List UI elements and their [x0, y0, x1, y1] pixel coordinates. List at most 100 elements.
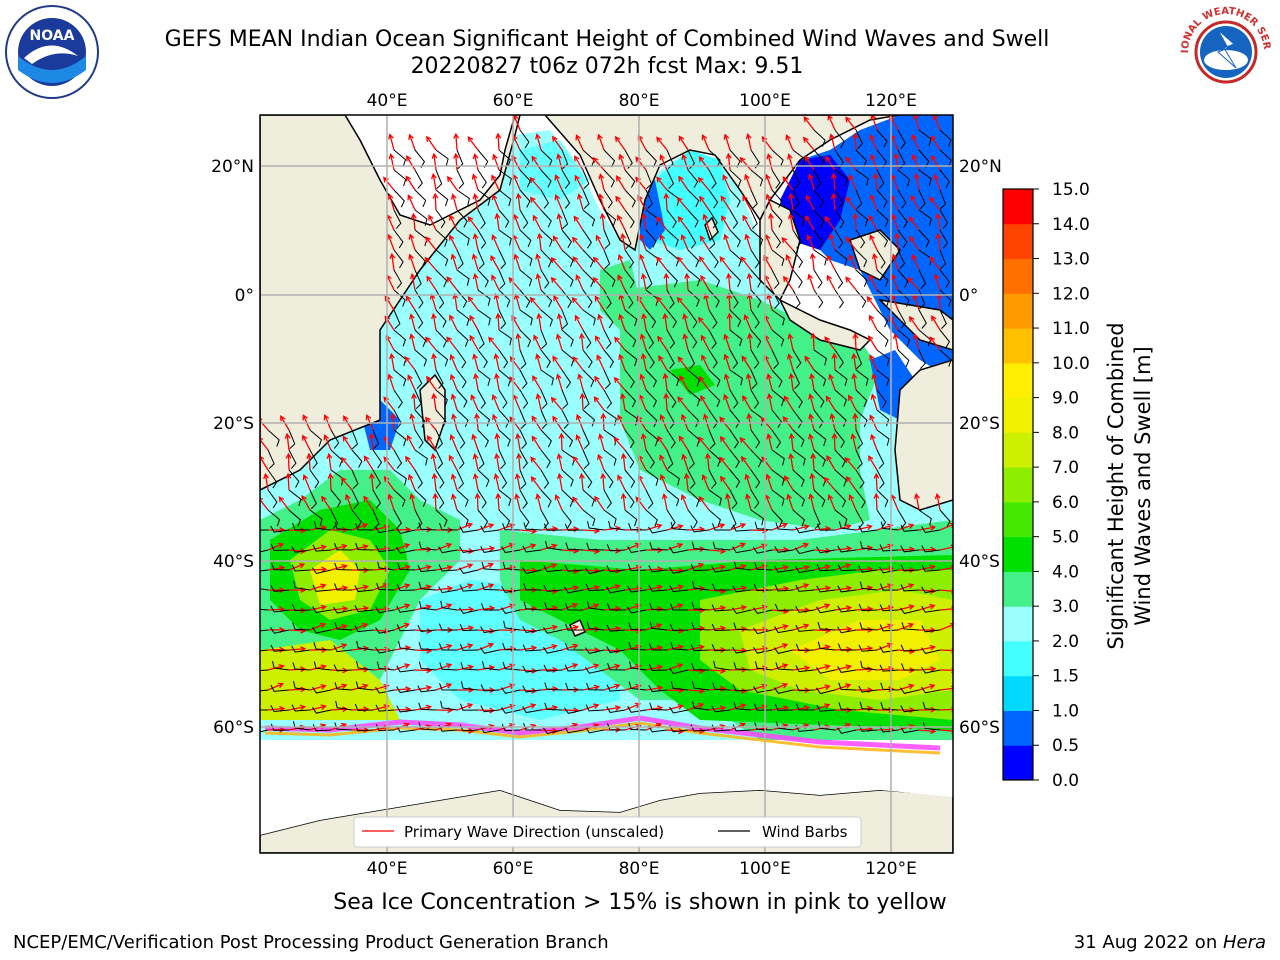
wave-arrow-head	[888, 686, 895, 693]
wave-direction-arrow	[341, 457, 353, 471]
wave-direction-arrow	[876, 624, 893, 631]
wave-direction-arrow	[414, 649, 432, 652]
wave-direction-arrow	[467, 216, 479, 231]
wind-barb	[879, 566, 899, 574]
wave-direction-arrow	[515, 294, 521, 311]
wind-barb	[813, 289, 824, 309]
wave-arrow-head	[871, 252, 878, 260]
wind-barb	[939, 229, 949, 249]
wave-arrow-head	[742, 194, 748, 202]
wind-barb	[603, 149, 616, 168]
wind-barb	[502, 661, 521, 671]
wave-direction-arrow	[341, 477, 353, 491]
wave-direction-arrow	[698, 437, 710, 451]
wind-barb	[838, 521, 857, 531]
wave-direction-arrow	[813, 629, 831, 632]
wind-barb	[939, 189, 947, 210]
wave-direction-arrow	[540, 729, 558, 732]
wave-arrow-head	[614, 584, 621, 590]
wind-barb	[267, 449, 275, 470]
wind-barb	[582, 169, 590, 190]
wave-arrow-head	[383, 524, 390, 531]
wave-arrow-head	[740, 703, 747, 710]
wave-arrow-head	[405, 686, 412, 693]
wave-arrow-head	[320, 604, 327, 611]
wave-arrow-head	[723, 233, 729, 240]
wave-direction-arrow	[761, 136, 773, 151]
wind-barb	[582, 309, 596, 326]
wave-arrow-head	[744, 233, 751, 240]
wind-barb	[648, 526, 668, 534]
wave-arrow-head	[936, 292, 943, 299]
wave-direction-arrow	[391, 254, 395, 271]
wind-barb	[501, 546, 521, 554]
wave-arrow-head	[384, 566, 391, 572]
wind-barb	[897, 129, 906, 149]
lon-tick-bottom-label: 80°E	[619, 859, 660, 879]
wave-direction-arrow	[329, 473, 332, 491]
wave-arrow-head	[620, 492, 627, 499]
wave-arrow-head	[285, 452, 292, 459]
wave-direction-arrow	[603, 585, 620, 591]
wind-barb	[456, 369, 467, 389]
wave-arrow-head	[556, 312, 563, 320]
wind-barb	[456, 309, 470, 327]
wave-direction-arrow	[765, 234, 773, 251]
wave-arrow-head	[677, 584, 684, 591]
wave-arrow-head	[593, 703, 600, 710]
wave-direction-arrow	[538, 234, 542, 251]
wind-barb	[837, 626, 857, 634]
wind-barb	[837, 727, 857, 734]
wave-direction-arrow	[552, 136, 563, 151]
wave-direction-arrow	[909, 316, 920, 331]
wind-barb	[771, 229, 782, 249]
wave-direction-arrow	[530, 476, 542, 491]
wave-direction-arrow	[876, 643, 893, 651]
wave-arrow-head	[699, 195, 705, 202]
wave-arrow-head	[387, 233, 393, 241]
wind-barb	[309, 509, 323, 526]
wind-barb	[603, 469, 614, 489]
wave-arrow-head	[765, 173, 771, 181]
wave-direction-arrow	[855, 546, 872, 551]
wind-barb	[792, 149, 806, 166]
wave-arrow-head	[384, 315, 391, 322]
wind-barb	[708, 369, 721, 388]
wave-arrow-head	[656, 645, 664, 652]
wave-direction-arrow	[728, 313, 731, 331]
wind-barb	[414, 509, 423, 529]
wave-direction-arrow	[309, 623, 326, 631]
wave-arrow-head	[765, 473, 772, 480]
wave-direction-arrow	[551, 277, 563, 291]
wave-arrow-head	[616, 175, 622, 182]
wind-barb	[414, 249, 426, 268]
wind-barb	[649, 702, 668, 711]
wave-arrow-head	[929, 524, 937, 531]
wave-direction-arrow	[939, 729, 953, 732]
wind-barb	[627, 563, 647, 572]
wind-barb	[834, 289, 844, 309]
wave-arrow-head	[639, 333, 646, 340]
wind-barb	[396, 527, 416, 535]
wind-barb	[708, 149, 721, 167]
wave-direction-arrow	[449, 235, 458, 251]
wind-barb	[603, 229, 611, 250]
wave-direction-arrow	[351, 623, 368, 631]
wave-arrow-head	[469, 334, 475, 341]
wave-direction-arrow	[868, 455, 878, 471]
wind-barb	[753, 686, 773, 694]
wave-direction-arrow	[854, 133, 857, 151]
wind-barb	[918, 349, 926, 370]
wave-direction-arrow	[561, 586, 578, 591]
wave-direction-arrow	[871, 394, 878, 411]
wave-direction-arrow	[413, 394, 416, 411]
wave-arrow-head	[805, 194, 812, 201]
wind-barb	[817, 622, 836, 631]
wind-barb	[750, 449, 763, 468]
map-gridlines	[260, 115, 953, 853]
wind-barb	[396, 725, 416, 733]
wind-barb	[918, 509, 932, 526]
wave-direction-arrow	[873, 254, 878, 271]
wind-barb	[435, 149, 449, 166]
wave-direction-arrow	[642, 214, 647, 231]
